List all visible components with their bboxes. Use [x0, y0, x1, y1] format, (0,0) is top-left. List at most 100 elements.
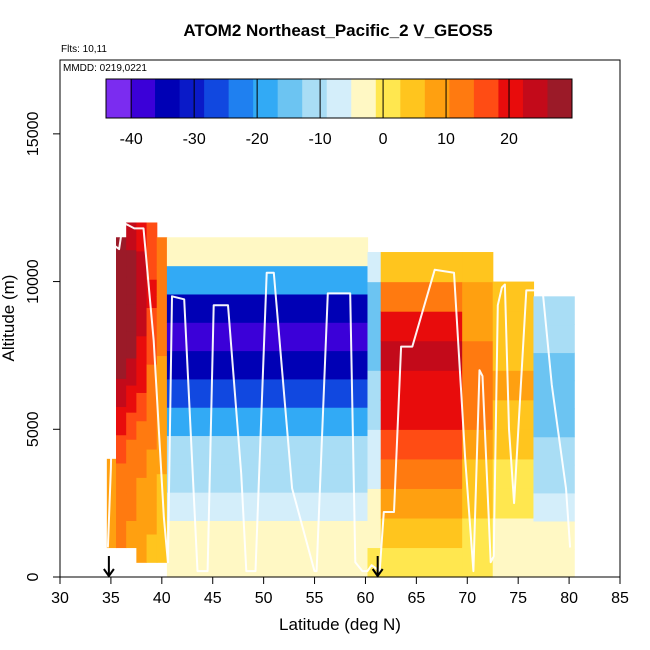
- heat-cell: [492, 399, 535, 430]
- heat-cell: [367, 399, 382, 430]
- y-axis: 0 5000 10000 15000: [25, 112, 60, 581]
- heat-cell: [367, 517, 382, 549]
- heat-cell: [116, 434, 127, 464]
- heat-cell: [156, 532, 168, 563]
- x-tick-label: 70: [458, 590, 476, 607]
- heat-cell: [116, 293, 127, 323]
- heat-cell: [126, 330, 137, 359]
- heat-cell: [146, 505, 158, 535]
- heat-cell: [126, 439, 137, 467]
- heat-cell: [492, 547, 535, 578]
- heat-cell: [380, 517, 463, 549]
- heat-cell: [462, 340, 494, 371]
- heat-cell: [146, 533, 158, 563]
- heat-cell: [367, 488, 382, 519]
- heat-cell: [380, 370, 463, 401]
- colorbar-swatch: [473, 79, 499, 118]
- colorbar-swatch: [130, 79, 156, 118]
- x-tick-label: 65: [407, 590, 425, 607]
- heat-cell: [126, 276, 137, 305]
- heat-cell: [166, 407, 369, 437]
- heat-cell: [136, 279, 148, 309]
- heat-cell: [136, 222, 148, 252]
- heat-cell: [367, 458, 382, 489]
- x-tick-label: 80: [560, 590, 578, 607]
- y-tick-label: 5000: [25, 411, 42, 447]
- heat-cell: [156, 355, 168, 386]
- chart-title: ATOM2 Northeast_Pacific_2 V_GEOS5: [183, 21, 492, 40]
- heat-cell: [367, 370, 382, 401]
- heat-cell: [492, 370, 535, 401]
- flight-markers: [103, 556, 384, 578]
- heat-cell: [126, 249, 137, 278]
- flight-marker-arrowhead: [371, 568, 384, 578]
- x-tick-label: 35: [102, 590, 120, 607]
- colorbar-swatch: [351, 79, 377, 118]
- heat-cell: [380, 458, 463, 489]
- x-tick-label: 55: [306, 590, 324, 607]
- heat-cell: [126, 493, 137, 521]
- colorbar-swatch: [326, 79, 352, 118]
- heat-cell: [146, 250, 158, 280]
- heat-cell: [166, 548, 369, 578]
- heat-cell: [116, 237, 127, 267]
- colorbar-swatch: [400, 79, 426, 118]
- heat-cell: [533, 324, 575, 354]
- heat-cell: [116, 378, 127, 408]
- x-tick-label: 50: [255, 590, 273, 607]
- heat-cell: [136, 420, 148, 450]
- flight-marker-arrowhead: [103, 568, 115, 578]
- colorbar-tick-label: 10: [437, 131, 455, 148]
- heat-cell: [533, 436, 575, 466]
- heat-cell: [136, 364, 148, 393]
- heat-cell: [156, 444, 168, 475]
- heat-cell: [156, 414, 168, 445]
- heat-cell: [146, 222, 158, 252]
- colorbar-swatch: [498, 79, 524, 118]
- heat-cell: [367, 252, 382, 283]
- colorbar-tick-label: 0: [379, 131, 388, 148]
- colorbar-tick-label: -10: [309, 131, 332, 148]
- colorbar-swatch: [547, 79, 573, 118]
- heat-cell: [533, 408, 575, 438]
- heat-cell: [156, 503, 168, 534]
- heat-cell: [146, 448, 158, 478]
- y-tick-label: 15000: [25, 112, 42, 157]
- heat-cell: [492, 429, 535, 460]
- colorbar-tick-label: -30: [183, 131, 206, 148]
- flights-label: Flts: 10,11: [61, 44, 107, 55]
- heat-cell: [462, 252, 494, 283]
- colorbar-tick-label: 20: [500, 131, 518, 148]
- colorbar-swatch: [522, 79, 548, 118]
- heat-cell: [533, 352, 575, 382]
- heat-cell: [166, 492, 369, 521]
- heat-cell: [533, 296, 575, 326]
- heat-cell: [126, 412, 137, 440]
- heat-cell: [166, 435, 369, 465]
- y-tick-label: 0: [25, 572, 42, 581]
- x-axis: 30 35 40 45 50 55 60 65 70 75 80 85: [51, 577, 629, 607]
- colorbar-frame: [105, 78, 573, 119]
- heat-cell: [136, 392, 148, 422]
- heat-cell: [156, 325, 168, 357]
- x-tick-label: 85: [611, 590, 629, 607]
- heat-cell: [380, 252, 463, 283]
- colorbar-swatch: [375, 79, 401, 118]
- heat-cell: [380, 340, 463, 371]
- heat-cell: [166, 378, 369, 408]
- heat-cell: [380, 547, 463, 578]
- heat-cell: [126, 222, 137, 251]
- x-tick-label: 75: [509, 590, 527, 607]
- colorbar-swatch: [204, 79, 230, 118]
- heat-cell: [533, 464, 575, 494]
- heat-cell: [367, 429, 382, 460]
- heat-cell: [106, 458, 117, 549]
- heat-cell: [136, 533, 148, 563]
- heat-cell: [166, 350, 369, 380]
- heat-cell: [126, 520, 137, 549]
- colorbar: [105, 78, 573, 119]
- heat-cell: [462, 547, 494, 578]
- heat-cell: [136, 335, 148, 365]
- heat-cell: [492, 517, 535, 549]
